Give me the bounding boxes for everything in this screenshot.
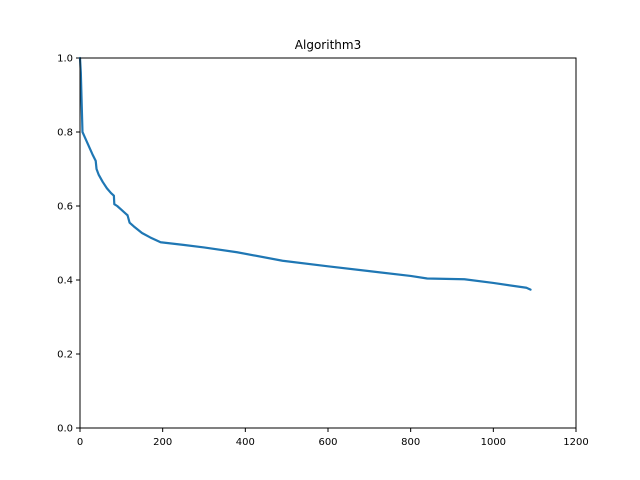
x-tick-label: 1200 <box>563 437 588 448</box>
plot-area <box>80 58 576 428</box>
x-tick-label: 0 <box>77 437 83 448</box>
y-tick-label: 0.2 <box>57 350 73 361</box>
y-tick-label: 0.0 <box>57 424 73 435</box>
series-line-0 <box>78 56 532 291</box>
plot-frame <box>79 57 577 429</box>
y-axis-ticks: 0.0 0.2 0.4 0.6 0.8 1.0 <box>57 54 80 435</box>
x-axis-ticks: 0 200 400 600 800 1000 1200 <box>77 428 589 448</box>
y-tick-label: 0.4 <box>57 276 73 287</box>
chart-title: Algorithm3 <box>295 38 361 52</box>
y-tick-label: 1.0 <box>57 54 73 65</box>
x-tick-label: 800 <box>401 437 420 448</box>
series-layer <box>78 56 532 291</box>
x-tick-label: 600 <box>318 437 337 448</box>
x-tick-label: 1000 <box>481 437 506 448</box>
x-tick-label: 200 <box>153 437 172 448</box>
y-tick-label: 0.6 <box>57 202 73 213</box>
y-tick-label: 0.8 <box>57 128 73 139</box>
x-tick-label: 400 <box>236 437 255 448</box>
